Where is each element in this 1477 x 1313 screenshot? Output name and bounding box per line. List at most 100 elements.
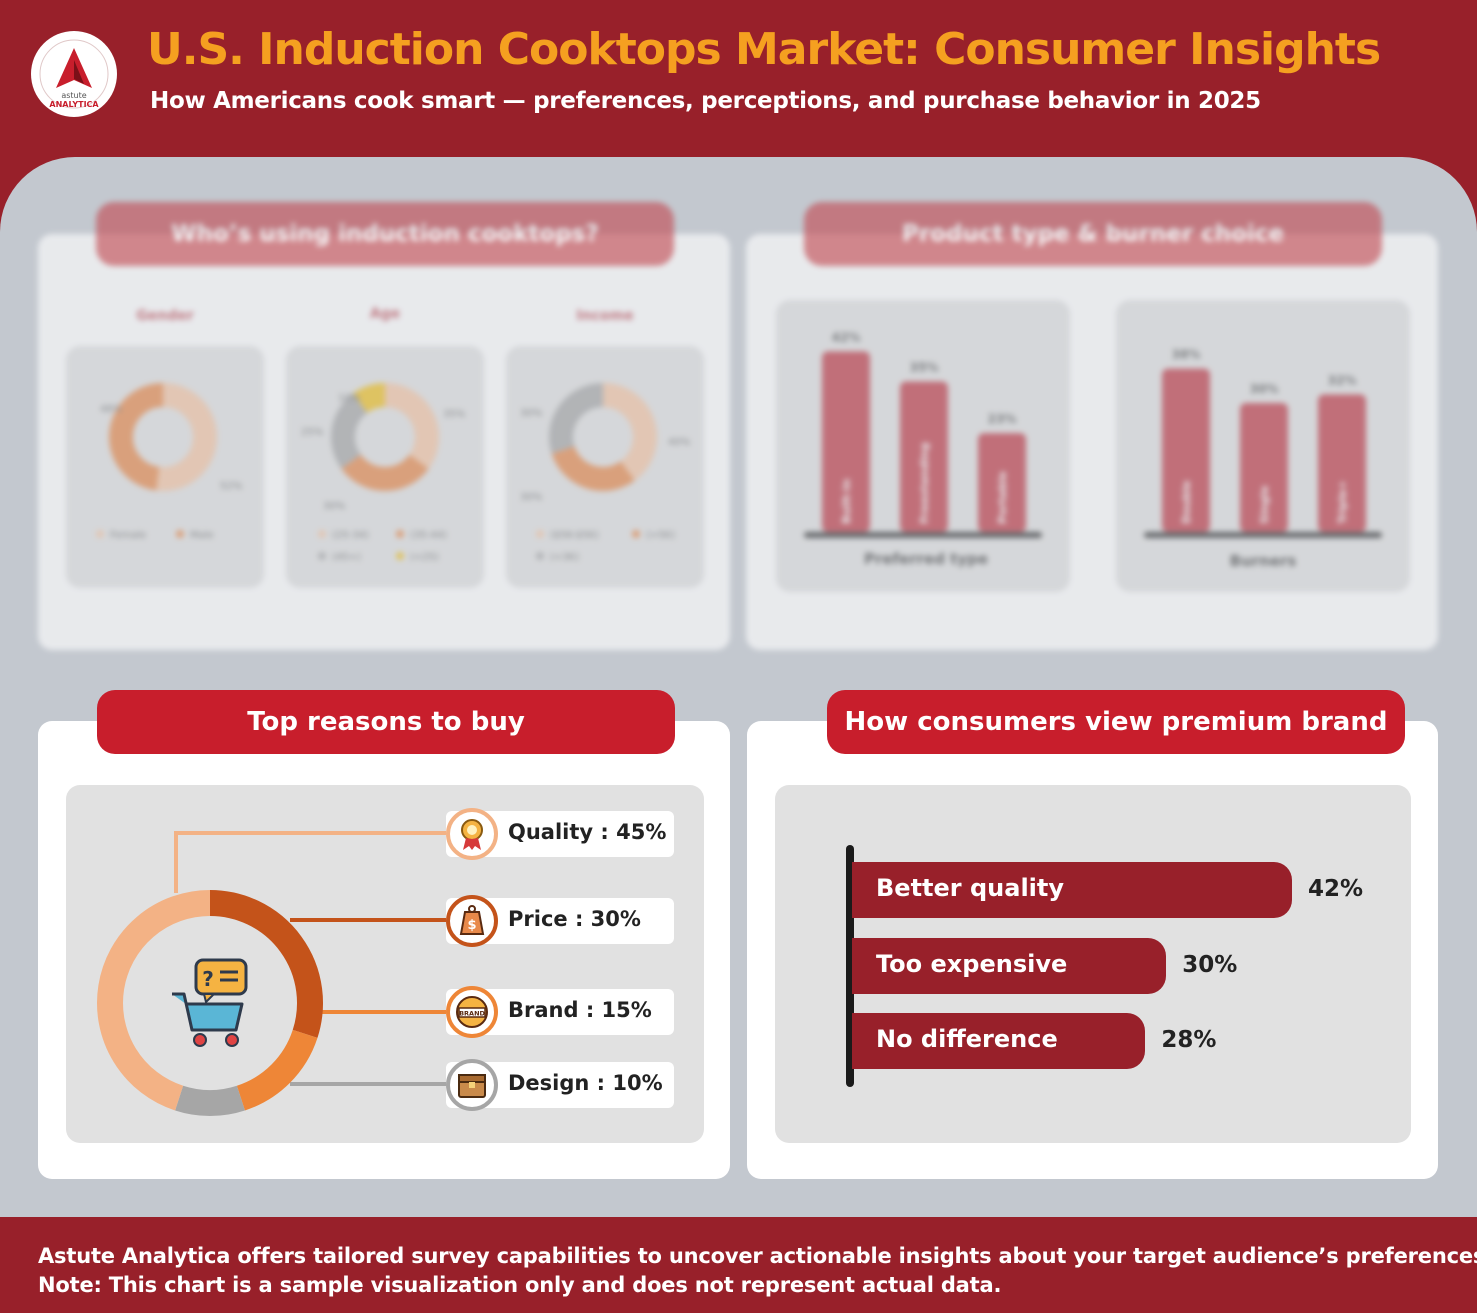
reason-brand-label: Brand : 15% <box>508 998 652 1022</box>
gender-legend-1: Male <box>190 530 214 541</box>
income-legend-2: (<3K) <box>550 552 579 563</box>
age-legend-1: (35-44) <box>410 530 447 541</box>
burners-bar-1 <box>1240 403 1288 532</box>
preferred-type-value-label-1: 35% <box>910 361 939 375</box>
age-slice-3 <box>353 383 386 414</box>
footer: Astute Analytica offers tailored survey … <box>0 1232 1477 1313</box>
preferred-type-category-label-2: Portable <box>996 471 1009 524</box>
burners-caption: Burners <box>1230 552 1297 570</box>
burners-value-label-1: 30% <box>1250 382 1279 396</box>
burners-bar-2 <box>1318 394 1366 532</box>
premium-bar-label-2: No difference <box>876 1025 1058 1053</box>
burner-bars: 38% Double 30% Single 32% Triple+ <box>1162 348 1366 532</box>
income-value-0: 30% <box>520 408 542 419</box>
premium-bar-value-1: 30% <box>1182 952 1238 978</box>
premium-panel-title: How consumers view premium brand <box>827 690 1405 754</box>
reasons-panel <box>38 721 730 1179</box>
svg-text:$: $ <box>467 918 476 933</box>
age-value-2: 25% <box>301 427 323 438</box>
gender-slice-male <box>109 383 164 491</box>
age-value-3: 30% <box>323 501 345 512</box>
premium-bar-2: No difference <box>852 1013 1146 1069</box>
design-box-icon <box>446 1059 498 1111</box>
gender-value-left: 48% <box>100 404 122 415</box>
income-legend: ($5K-$5K) (>5K) (<3K) <box>536 530 675 563</box>
svg-text:BRAND: BRAND <box>459 1010 485 1018</box>
age-value-0: 10% <box>338 393 360 404</box>
header: astute ANALYTICA U.S. Induction Cooktops… <box>0 0 1477 160</box>
burners-baseline <box>1144 532 1382 538</box>
premium-bar-value-0: 42% <box>1308 876 1364 902</box>
age-value-1: 35% <box>443 409 465 420</box>
age-legend-2: (45+) <box>332 552 361 563</box>
income-slice-2 <box>549 383 604 454</box>
age-legend-0: (25-34) <box>332 530 369 541</box>
premium-bar-label-0: Better quality <box>876 874 1065 902</box>
product-panel-title: Product type & burner choice <box>804 202 1382 266</box>
premium-bar-1: Too expensive <box>852 938 1167 994</box>
burners-bar-0 <box>1162 368 1210 532</box>
burners-value-label-2: 32% <box>1328 373 1357 387</box>
product-charts: 42% Built-in 35% Freestanding 23% Portable 38… <box>804 330 1382 570</box>
reasons-panel-title: Top reasons to buy <box>97 690 675 754</box>
income-donut <box>549 383 657 491</box>
preferred-type-bar-1 <box>900 381 948 532</box>
gender-donut <box>109 383 217 491</box>
preferred-type-value-label-2: 23% <box>988 412 1017 426</box>
age-slice-1 <box>341 454 429 491</box>
footer-line-2: Note: This chart is a sample visualizati… <box>38 1273 1002 1297</box>
svg-text:ANALYTICA: ANALYTICA <box>49 100 99 109</box>
page-title: U.S. Induction Cooktops Market: Consumer… <box>147 24 1381 75</box>
premium-bar-value-2: 28% <box>1161 1027 1217 1053</box>
burners-category-label-0: Double <box>1180 480 1193 524</box>
quality-medal-icon <box>446 808 498 860</box>
gender-legend: Female Male <box>96 530 214 541</box>
reason-price: $ Price : 30% <box>446 895 674 947</box>
income-legend-1: (>5K) <box>646 530 675 541</box>
age-label: Age <box>370 306 400 322</box>
product-panel: 42% Built-in 35% Freestanding 23% Portable 38… <box>746 234 1438 650</box>
preferred-baseline <box>804 532 1042 538</box>
preferred-type-category-label-0: Built-in <box>840 479 853 524</box>
price-tag-icon: $ <box>446 895 498 947</box>
income-slice-1 <box>551 445 635 491</box>
users-panel-title: Who’s using induction cooktops? <box>96 202 674 266</box>
income-slice-0 <box>602 383 657 481</box>
preferred-type-caption: Preferred type <box>864 550 988 568</box>
reason-design-label: Design : 10% <box>508 1071 663 1095</box>
income-value-1: 40% <box>668 437 690 448</box>
premium-axis <box>846 845 854 1087</box>
svg-text:astute: astute <box>61 91 86 100</box>
age-slice-2 <box>331 393 368 469</box>
preferred-type-category-label-1: Freestanding <box>918 442 931 524</box>
gender-legend-0: Female <box>110 530 146 541</box>
burners-category-label-1: Single <box>1258 485 1271 524</box>
income-label: Income <box>576 308 633 324</box>
page-subtitle: How Americans cook smart — preferences, … <box>150 88 1261 114</box>
brand-badge-icon: BRAND <box>446 986 498 1038</box>
footer-line-1: Astute Analytica offers tailored survey … <box>38 1244 1477 1268</box>
age-slice-0 <box>384 383 439 469</box>
age-legend-3: (<25) <box>410 552 439 563</box>
premium-bar-0: Better quality <box>852 862 1292 918</box>
income-legend-0: ($5K-$5K) <box>550 530 599 541</box>
premium-bar-label-1: Too expensive <box>876 950 1068 978</box>
age-donut <box>331 383 439 491</box>
burners-value-label-0: 38% <box>1172 348 1201 362</box>
gender-label: Gender <box>136 308 193 324</box>
burners-category-label-2: Triple+ <box>1336 480 1349 524</box>
preferred-type-bar-0 <box>822 351 870 532</box>
reason-design: Design : 10% <box>446 1059 674 1111</box>
reason-quality: Quality : 45% <box>446 808 674 860</box>
preferred-type-bars: 42% Built-in 35% Freestanding 23% Portable <box>822 330 1026 532</box>
preferred-type-bar-2 <box>978 433 1026 532</box>
gender-value-right: 52% <box>220 481 242 492</box>
astute-analytica-logo: astute ANALYTICA <box>31 31 117 117</box>
income-value-2: 30% <box>520 492 542 503</box>
users-panel: Gender Age Income 48% 52% 10% 35% 25% 30… <box>38 234 730 650</box>
preferred-type-value-label-0: 42% <box>832 330 861 344</box>
age-legend: (25-34) (35-44) (45+) (<25) <box>318 530 447 563</box>
users-charts: Gender Age Income 48% 52% 10% 35% 25% 30… <box>96 306 690 563</box>
gender-slice-female <box>156 383 217 491</box>
reason-brand: BRAND Brand : 15% <box>446 986 674 1038</box>
